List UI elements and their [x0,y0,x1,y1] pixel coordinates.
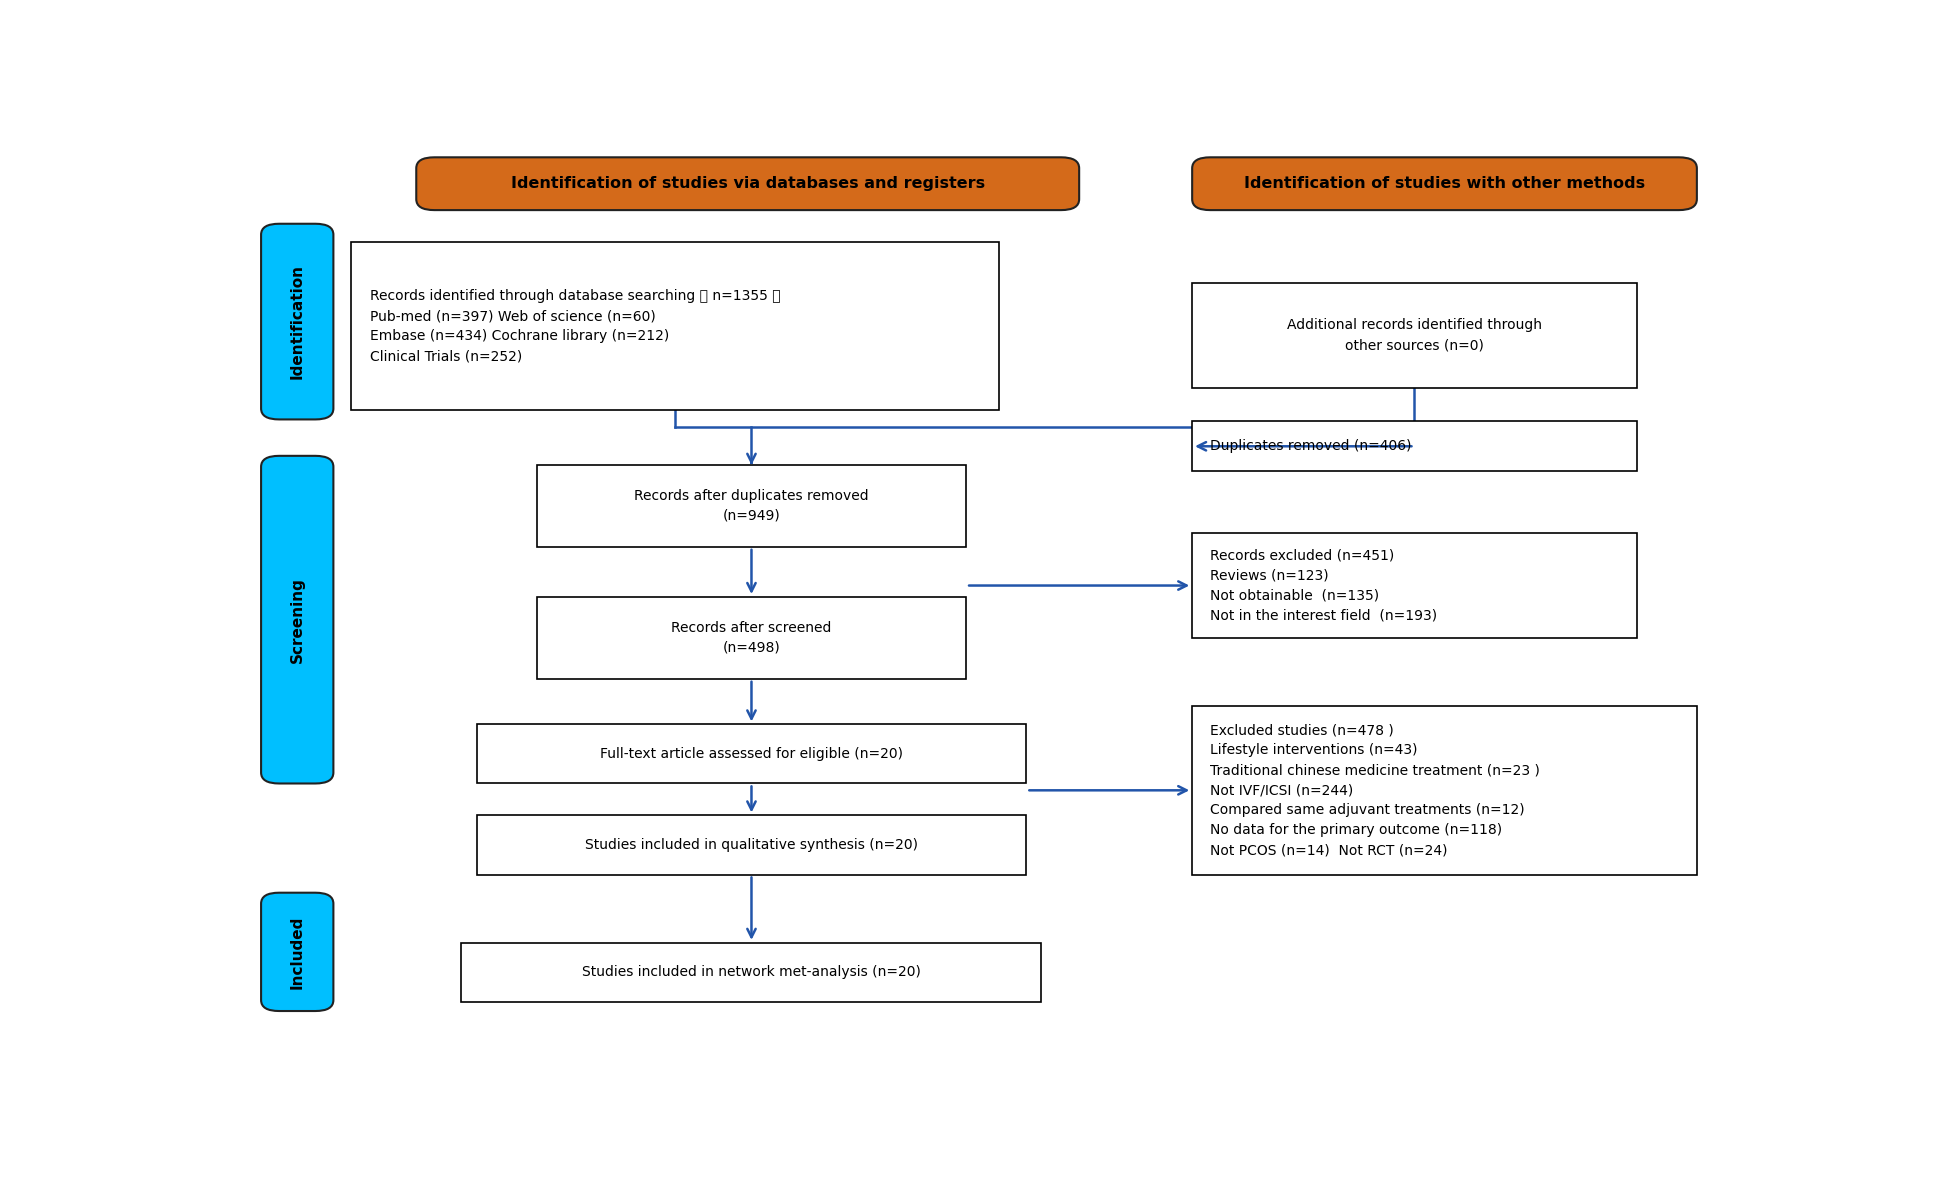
Text: Full-text article assessed for eligible (n=20): Full-text article assessed for eligible … [601,747,902,761]
FancyBboxPatch shape [1192,421,1637,472]
FancyBboxPatch shape [260,456,334,784]
FancyBboxPatch shape [416,157,1079,210]
FancyBboxPatch shape [260,223,334,420]
Text: Identification: Identification [290,264,305,379]
Text: Studies included in network met-analysis (n=20): Studies included in network met-analysis… [581,966,921,980]
FancyBboxPatch shape [537,465,966,547]
FancyBboxPatch shape [1192,533,1637,638]
FancyBboxPatch shape [1192,282,1637,388]
Text: Additional records identified through
other sources (n=0): Additional records identified through ot… [1287,318,1542,352]
Text: Studies included in qualitative synthesis (n=20): Studies included in qualitative synthesi… [585,838,918,852]
Text: Screening: Screening [290,577,305,663]
Text: Identification of studies with other methods: Identification of studies with other met… [1244,176,1645,191]
Text: Records identified through database searching （ n=1355 ）
Pub-med (n=397) Web of : Records identified through database sear… [369,290,780,363]
FancyBboxPatch shape [352,242,999,410]
Text: Records after duplicates removed
(n=949): Records after duplicates removed (n=949) [634,489,869,522]
FancyBboxPatch shape [1192,157,1697,210]
Text: Records excluded (n=451)
Reviews (n=123)
Not obtainable  (n=135)
Not in the inte: Records excluded (n=451) Reviews (n=123)… [1211,548,1437,623]
FancyBboxPatch shape [260,892,334,1011]
Text: Included: Included [290,915,305,988]
FancyBboxPatch shape [537,597,966,678]
Text: Records after screened
(n=498): Records after screened (n=498) [671,621,832,655]
FancyBboxPatch shape [476,816,1026,875]
FancyBboxPatch shape [476,725,1026,784]
FancyBboxPatch shape [1192,706,1697,875]
Text: Excluded studies (n=478 )
Lifestyle interventions (n=43)
Traditional chinese med: Excluded studies (n=478 ) Lifestyle inte… [1211,723,1540,857]
FancyBboxPatch shape [461,943,1042,1002]
Text: Identification of studies via databases and registers: Identification of studies via databases … [511,176,986,191]
Text: Duplicates removed (n=406): Duplicates removed (n=406) [1211,440,1411,453]
